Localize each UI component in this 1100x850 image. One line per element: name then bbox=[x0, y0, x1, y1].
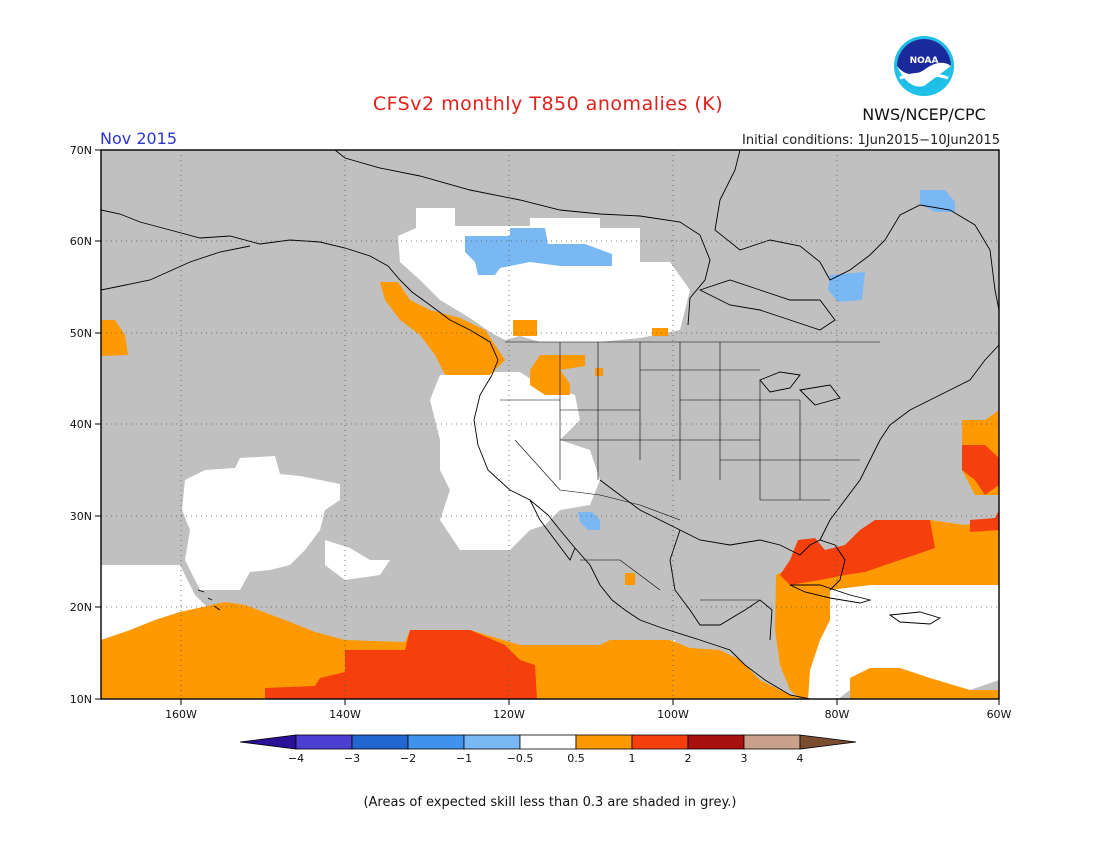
positive-anomaly-regions-red bbox=[265, 445, 999, 699]
lat-label: 60N bbox=[70, 235, 92, 248]
colorbar-swatch bbox=[463, 734, 521, 750]
axis-ticks bbox=[95, 149, 1000, 705]
negative-anomaly-regions bbox=[465, 190, 955, 530]
lon-label: 140W bbox=[329, 708, 361, 721]
colorbar-tick-label: 0.5 bbox=[567, 752, 585, 765]
colorbar-tick-label: −1 bbox=[456, 752, 472, 765]
colorbar-arrow-low bbox=[239, 734, 297, 750]
noaa-logo: NOAA bbox=[894, 36, 954, 96]
political-borders bbox=[500, 341, 880, 601]
colorbar-tick-label: 3 bbox=[741, 752, 748, 765]
noaa-logo-text: NOAA bbox=[910, 56, 939, 66]
colorbar-tick-label: 2 bbox=[685, 752, 692, 765]
initial-conditions-label: Initial conditions: 1Jun2015−10Jun2015 bbox=[742, 133, 1000, 148]
colorbar-swatch bbox=[743, 734, 801, 750]
lat-label: 40N bbox=[70, 418, 92, 431]
colorbar-swatch bbox=[519, 734, 577, 750]
lon-label: 100W bbox=[657, 708, 689, 721]
colorbar-tick-label: −0.5 bbox=[507, 752, 534, 765]
lon-label: 60W bbox=[987, 708, 1012, 721]
map-title: CFSv2 monthly T850 anomalies (K) bbox=[373, 93, 723, 115]
footnote: (Areas of expected skill less than 0.3 a… bbox=[363, 795, 736, 810]
month-label: Nov 2015 bbox=[100, 129, 177, 148]
map-area bbox=[101, 150, 999, 699]
colorbar-tick-label: 4 bbox=[797, 752, 804, 765]
lat-label: 10N bbox=[70, 693, 92, 706]
latitude-labels: 70N 60N 50N 40N 30N 20N 10N bbox=[70, 144, 92, 706]
lat-label: 20N bbox=[70, 601, 92, 614]
colorbar-arrow-high bbox=[799, 734, 857, 750]
colorbar-tick-labels: −4 −3 −2 −1 −0.5 0.5 1 2 3 4 bbox=[288, 752, 804, 765]
colorbar-swatch bbox=[351, 734, 409, 750]
coastlines bbox=[101, 150, 999, 699]
colorbar-swatch bbox=[295, 734, 353, 750]
lat-label: 50N bbox=[70, 327, 92, 340]
lon-label: 160W bbox=[165, 708, 197, 721]
longitude-labels: 160W 140W 120W 100W 80W 60W bbox=[165, 708, 1011, 721]
colorbar-tick-label: −3 bbox=[344, 752, 360, 765]
lat-label: 70N bbox=[70, 144, 92, 157]
organization-label: NWS/NCEP/CPC bbox=[862, 105, 986, 124]
colorbar-tick-label: 1 bbox=[629, 752, 636, 765]
lat-label: 30N bbox=[70, 510, 92, 523]
colorbar bbox=[239, 734, 857, 750]
colorbar-tick-label: −4 bbox=[288, 752, 304, 765]
colorbar-swatch bbox=[631, 734, 689, 750]
colorbar-swatch bbox=[575, 734, 633, 750]
lon-label: 80W bbox=[825, 708, 850, 721]
colorbar-swatch bbox=[407, 734, 465, 750]
colorbar-tick-label: −2 bbox=[400, 752, 416, 765]
colorbar-swatch bbox=[687, 734, 745, 750]
near-normal-regions bbox=[101, 208, 999, 699]
lon-label: 120W bbox=[493, 708, 525, 721]
